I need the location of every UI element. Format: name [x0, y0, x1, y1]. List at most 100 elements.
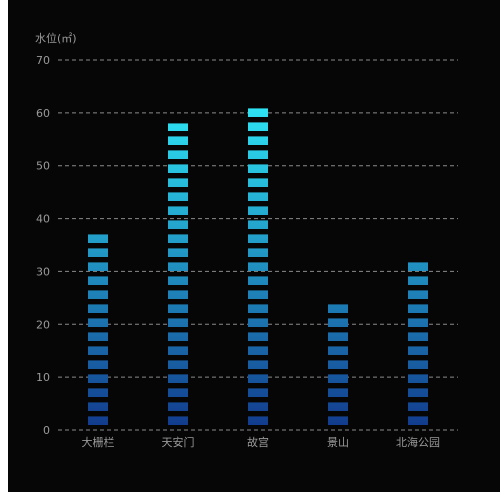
y-tick-label: 60 — [36, 107, 50, 120]
bar-segment — [328, 402, 348, 411]
bar-segment — [248, 192, 268, 201]
bar-segment — [168, 136, 188, 145]
bar-segment — [168, 178, 188, 187]
y-tick-label: 40 — [36, 213, 50, 226]
bar-segment — [248, 206, 268, 215]
bar-segment — [408, 262, 428, 271]
bar-segment — [248, 150, 268, 159]
bar-segment — [88, 234, 108, 243]
bar-segment — [408, 374, 428, 383]
bar-segment — [408, 276, 428, 285]
bar-segment — [328, 318, 348, 327]
bar-segment — [88, 388, 108, 397]
bar-segment — [248, 164, 268, 173]
bar-segment — [168, 318, 188, 327]
bar-segment — [168, 234, 188, 243]
bar-segment — [248, 290, 268, 299]
bar-segment — [328, 374, 348, 383]
bar-segment — [168, 346, 188, 355]
bar-segment — [408, 388, 428, 397]
bar-segment — [408, 416, 428, 425]
bar-segment — [248, 360, 268, 369]
bar-segment — [248, 220, 268, 229]
bar-segment — [88, 374, 108, 383]
bar-segment — [168, 304, 188, 313]
bar-segment — [168, 150, 188, 159]
y-tick-label: 0 — [43, 424, 50, 437]
bar-segment — [168, 388, 188, 397]
bar-segment — [328, 360, 348, 369]
bar-segment — [88, 248, 108, 257]
bar-segment — [88, 402, 108, 411]
bar-segment — [168, 262, 188, 271]
x-tick-label: 北海公园 — [396, 435, 440, 449]
y-axis-label: 水位(㎡) — [35, 31, 77, 45]
bar-大栅栏 — [88, 234, 108, 425]
bar-segment — [248, 346, 268, 355]
bar-segment — [248, 108, 268, 117]
bar-segment — [408, 304, 428, 313]
bar-segment — [328, 416, 348, 425]
bar-segment — [248, 234, 268, 243]
bar-segment — [408, 346, 428, 355]
bar-segment — [168, 374, 188, 383]
bar-segment — [88, 346, 108, 355]
x-tick-label: 大栅栏 — [82, 435, 115, 449]
bar-segment — [168, 416, 188, 425]
y-tick-labels: 0 10 20 30 40 50 60 70 — [36, 54, 50, 437]
x-tick-label: 故宫 — [247, 435, 269, 449]
bars — [88, 108, 428, 425]
bar-segment — [248, 332, 268, 341]
bar-segment — [168, 290, 188, 299]
bar-segment — [88, 318, 108, 327]
bar-segment — [328, 346, 348, 355]
x-tick-label: 景山 — [327, 436, 349, 449]
bar-segment — [248, 248, 268, 257]
y-tick-label: 20 — [36, 318, 50, 331]
bar-segment — [248, 304, 268, 313]
bar-天安门 — [168, 123, 188, 425]
bar-segment — [328, 304, 348, 313]
bar-segment — [248, 276, 268, 285]
bar-segment — [248, 374, 268, 383]
bar-segment — [88, 304, 108, 313]
bar-故宫 — [248, 108, 268, 425]
bar-segment — [248, 388, 268, 397]
bar-segment — [88, 332, 108, 341]
bar-segment — [248, 122, 268, 131]
bar-segment — [248, 416, 268, 425]
bar-segment — [408, 318, 428, 327]
y-tick-label: 30 — [36, 265, 50, 278]
bar-segment — [168, 123, 188, 131]
bar-segment — [88, 360, 108, 369]
bar-segment — [248, 318, 268, 327]
bar-segment — [88, 262, 108, 271]
bar-segment — [168, 206, 188, 215]
bar-segment — [408, 402, 428, 411]
bar-segment — [408, 290, 428, 299]
x-tick-label: 天安门 — [162, 435, 195, 449]
bar-segment — [328, 388, 348, 397]
bar-segment — [248, 136, 268, 145]
bar-segment — [248, 402, 268, 411]
bar-segment — [88, 416, 108, 425]
bar-segment — [88, 276, 108, 285]
bar-segment — [88, 290, 108, 299]
bar-segment — [168, 332, 188, 341]
y-tick-label: 50 — [36, 160, 50, 173]
bar-segment — [328, 332, 348, 341]
bar-segment — [168, 164, 188, 173]
bar-segment — [168, 360, 188, 369]
bar-segment — [168, 402, 188, 411]
x-tick-labels: 大栅栏 天安门 故宫 景山 北海公园 — [82, 435, 441, 449]
y-tick-label: 70 — [36, 54, 50, 67]
bar-segment — [248, 262, 268, 271]
bar-segment — [408, 332, 428, 341]
bar-segment — [168, 220, 188, 229]
bar-segment — [168, 192, 188, 201]
bar-北海公园 — [408, 262, 428, 425]
bar-segment — [168, 248, 188, 257]
bar-segment — [248, 178, 268, 187]
